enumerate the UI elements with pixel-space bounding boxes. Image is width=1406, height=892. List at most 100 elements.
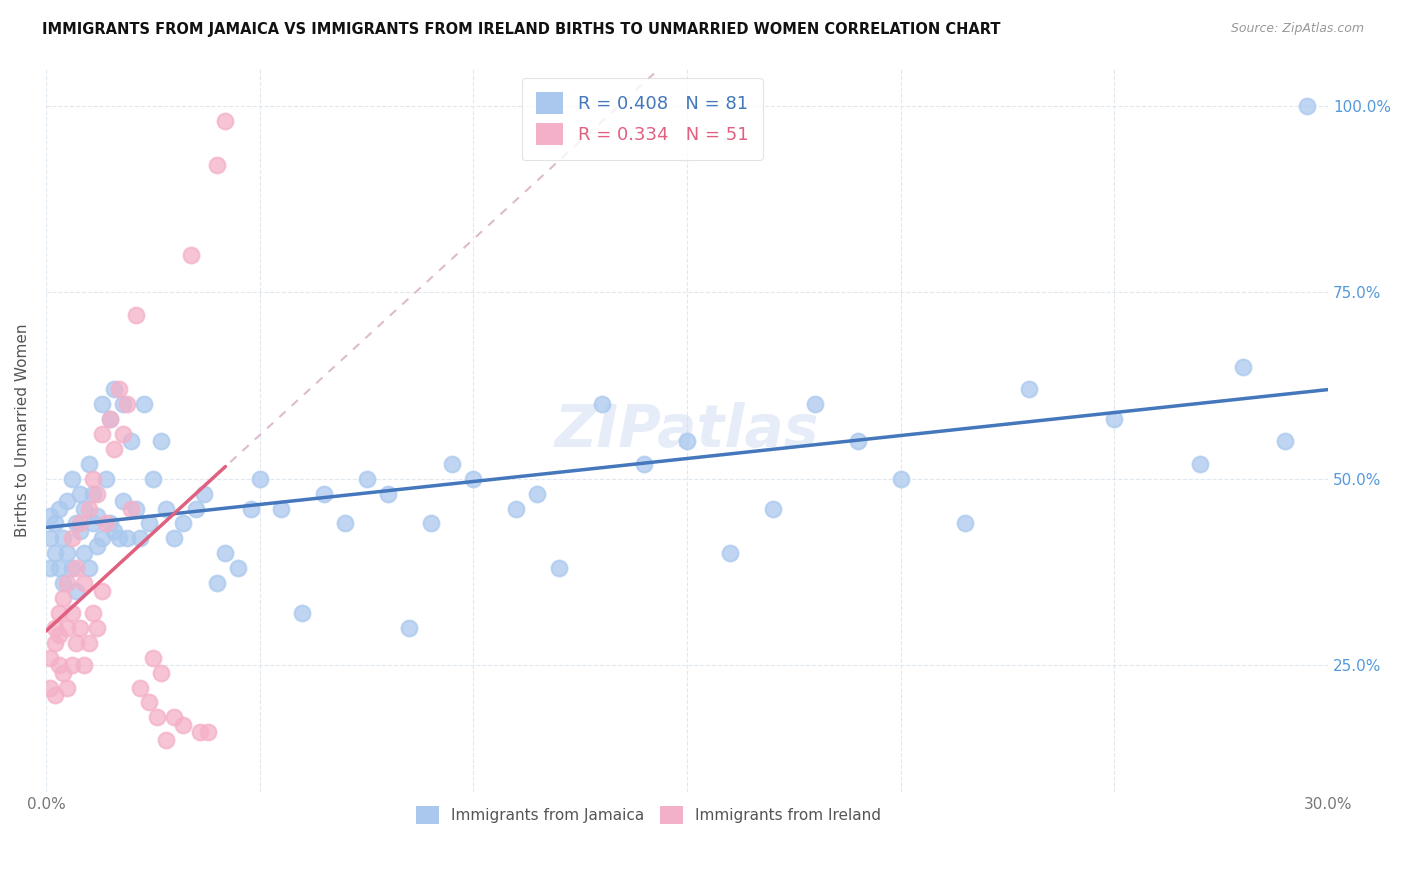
Point xyxy=(214,113,236,128)
Point xyxy=(125,501,148,516)
Point xyxy=(197,725,219,739)
Point xyxy=(205,159,228,173)
Point xyxy=(718,546,741,560)
Point xyxy=(193,486,215,500)
Text: IMMIGRANTS FROM JAMAICA VS IMMIGRANTS FROM IRELAND BIRTHS TO UNMARRIED WOMEN COR: IMMIGRANTS FROM JAMAICA VS IMMIGRANTS FR… xyxy=(42,22,1001,37)
Point xyxy=(291,606,314,620)
Y-axis label: Births to Unmarried Women: Births to Unmarried Women xyxy=(15,324,30,537)
Point xyxy=(82,606,104,620)
Point xyxy=(86,508,108,523)
Point xyxy=(90,532,112,546)
Point xyxy=(146,710,169,724)
Point xyxy=(69,621,91,635)
Point xyxy=(44,516,66,531)
Point xyxy=(48,501,70,516)
Point xyxy=(1232,359,1254,374)
Point xyxy=(591,397,613,411)
Point xyxy=(73,546,96,560)
Point xyxy=(134,397,156,411)
Point xyxy=(111,427,134,442)
Point xyxy=(356,472,378,486)
Point xyxy=(86,486,108,500)
Point xyxy=(52,591,75,605)
Point xyxy=(150,434,173,449)
Point xyxy=(77,501,100,516)
Point xyxy=(94,472,117,486)
Point xyxy=(249,472,271,486)
Point xyxy=(172,718,194,732)
Point xyxy=(60,561,83,575)
Point xyxy=(73,576,96,591)
Point xyxy=(125,308,148,322)
Point xyxy=(138,696,160,710)
Point xyxy=(115,397,138,411)
Point xyxy=(188,725,211,739)
Point xyxy=(52,665,75,680)
Point xyxy=(77,636,100,650)
Point xyxy=(120,501,142,516)
Point xyxy=(115,532,138,546)
Point xyxy=(184,501,207,516)
Point xyxy=(65,516,87,531)
Point xyxy=(69,486,91,500)
Point xyxy=(155,501,177,516)
Point xyxy=(56,621,79,635)
Point xyxy=(129,681,152,695)
Point xyxy=(103,382,125,396)
Point xyxy=(111,494,134,508)
Point xyxy=(103,442,125,456)
Point xyxy=(172,516,194,531)
Point xyxy=(39,681,62,695)
Point xyxy=(398,621,420,635)
Point xyxy=(155,732,177,747)
Point xyxy=(142,472,165,486)
Point xyxy=(60,472,83,486)
Point xyxy=(633,457,655,471)
Point xyxy=(419,516,441,531)
Point xyxy=(39,561,62,575)
Point xyxy=(39,532,62,546)
Point xyxy=(90,397,112,411)
Point xyxy=(205,576,228,591)
Point xyxy=(377,486,399,500)
Point xyxy=(214,546,236,560)
Point xyxy=(65,583,87,598)
Point xyxy=(98,412,121,426)
Point xyxy=(98,516,121,531)
Point xyxy=(953,516,976,531)
Point xyxy=(890,472,912,486)
Point xyxy=(120,434,142,449)
Point xyxy=(56,576,79,591)
Text: ZIPatlas: ZIPatlas xyxy=(555,401,820,458)
Point xyxy=(60,606,83,620)
Point xyxy=(69,524,91,538)
Point xyxy=(39,650,62,665)
Point xyxy=(82,472,104,486)
Point xyxy=(56,494,79,508)
Point xyxy=(1295,99,1317,113)
Point xyxy=(505,501,527,516)
Point xyxy=(150,665,173,680)
Point xyxy=(77,457,100,471)
Point xyxy=(107,382,129,396)
Point xyxy=(73,501,96,516)
Point xyxy=(73,658,96,673)
Point xyxy=(333,516,356,531)
Point xyxy=(1104,412,1126,426)
Point xyxy=(44,621,66,635)
Point xyxy=(804,397,827,411)
Point xyxy=(163,710,186,724)
Point xyxy=(142,650,165,665)
Point xyxy=(676,434,699,449)
Point xyxy=(56,546,79,560)
Point xyxy=(463,472,485,486)
Point xyxy=(48,658,70,673)
Point xyxy=(48,606,70,620)
Point xyxy=(440,457,463,471)
Point xyxy=(312,486,335,500)
Point xyxy=(226,561,249,575)
Point xyxy=(270,501,292,516)
Point xyxy=(48,561,70,575)
Point xyxy=(44,546,66,560)
Point xyxy=(44,636,66,650)
